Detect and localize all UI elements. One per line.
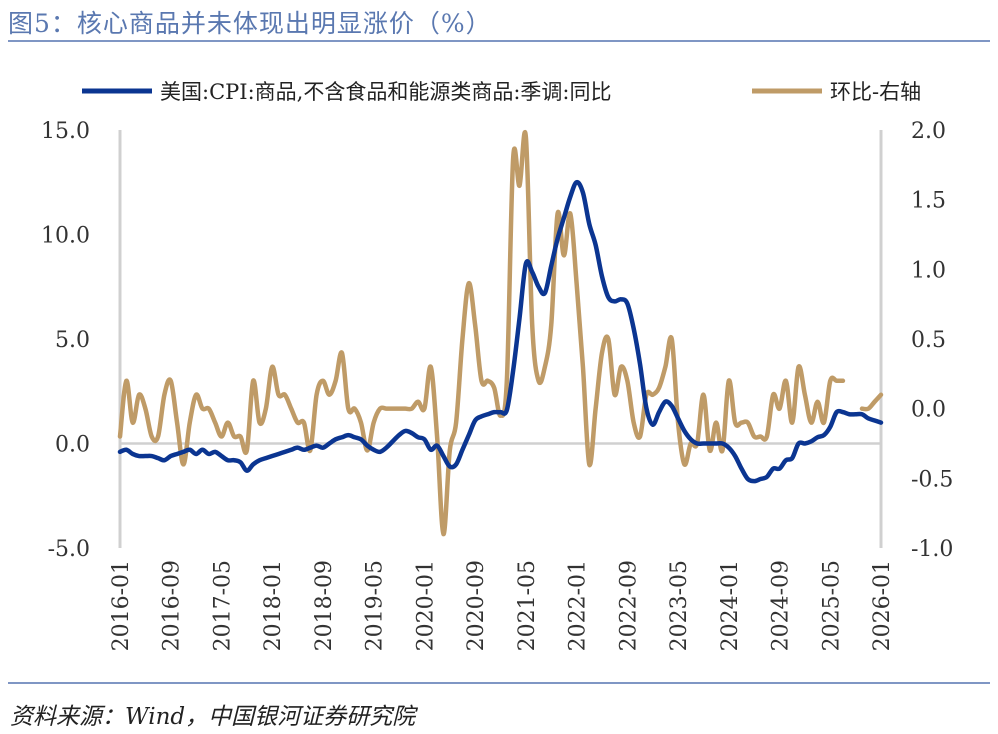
series-line-mom	[859, 392, 884, 412]
y-right-tick-label: 0.5	[911, 328, 946, 353]
legend-label-yoy: 美国:CPI:商品,不含食品和能源类商品:季调:同比	[160, 80, 611, 104]
x-tick-label: 2021-05	[515, 560, 540, 651]
legend-label-mom: 环比-右轴	[830, 80, 921, 104]
series-line-yoy	[117, 179, 884, 484]
y-left-tick-label: 15.0	[41, 119, 90, 144]
x-tick-label: 2019-05	[363, 560, 388, 651]
x-tick-label: 2024-01	[718, 560, 743, 651]
source-note: 资料来源：Wind，中国银河证券研究院	[10, 704, 416, 730]
bottom-divider	[8, 682, 990, 684]
x-tick-label: 2025-05	[819, 560, 844, 651]
y-right-tick-label: -0.5	[911, 467, 953, 492]
y-left-tick-label: 10.0	[41, 224, 90, 249]
x-tick-label: 2016-09	[160, 560, 185, 651]
top-divider	[8, 40, 990, 42]
y-right-tick-label: 2.0	[911, 119, 946, 144]
y-right-tick-label: 1.5	[911, 189, 946, 214]
y-right-tick-label: 0.0	[911, 398, 946, 423]
x-tick-label: 2024-09	[769, 560, 794, 651]
y-right-tick-label: 1.0	[911, 258, 946, 283]
x-tick-label: 2026-01	[870, 560, 895, 651]
x-tick-label: 2018-01	[261, 560, 286, 651]
x-tick-label: 2020-01	[413, 560, 438, 651]
x-tick-label: 2022-09	[616, 560, 641, 651]
figure-title: 图5：核心商品并未体现出明显涨价（%）	[8, 9, 492, 38]
y-right-tick-label: -1.0	[911, 537, 953, 562]
y-left-tick-label: 5.0	[55, 328, 90, 353]
x-tick-label: 2018-09	[312, 560, 337, 651]
x-tick-label: 2017-05	[210, 560, 235, 651]
series-line-mom	[117, 130, 846, 537]
x-tick-label: 2023-05	[667, 560, 692, 651]
y-left-tick-label: -5.0	[48, 537, 90, 562]
y-left-tick-label: 0.0	[55, 433, 90, 458]
x-tick-label: 2020-09	[464, 560, 489, 651]
x-tick-label: 2016-01	[109, 560, 134, 651]
x-tick-label: 2022-01	[566, 560, 591, 651]
